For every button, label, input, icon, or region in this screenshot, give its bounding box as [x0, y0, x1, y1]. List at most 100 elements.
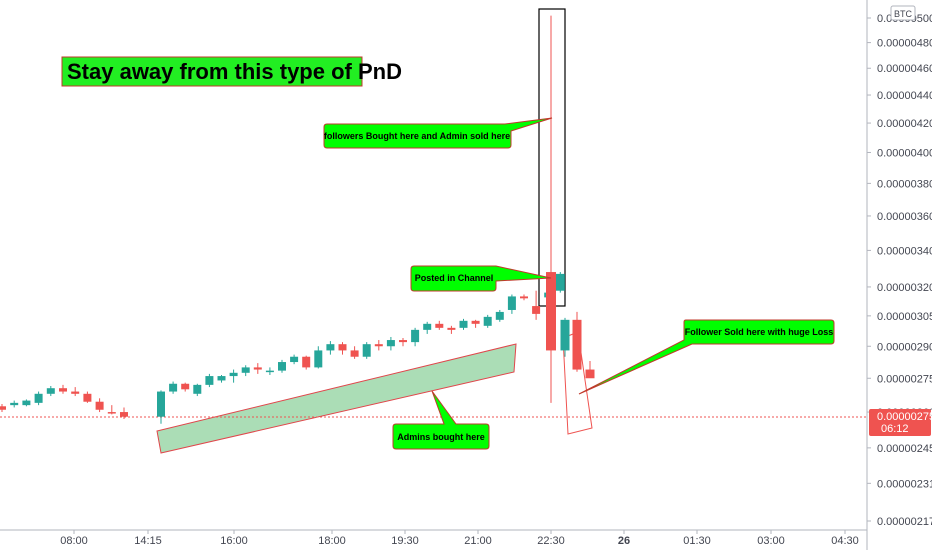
candle-body	[22, 400, 31, 406]
candle-body	[555, 273, 565, 291]
y-tick-label: 0.00000340	[877, 245, 932, 257]
candle-body	[411, 329, 420, 343]
candle-body	[10, 402, 19, 406]
x-tick-label: 26	[618, 535, 630, 547]
callout-admins-bought: Admins bought here	[392, 390, 490, 450]
candle	[241, 365, 250, 377]
price-label-value: 0.00000275	[877, 411, 932, 423]
y-tick-label: 0.00000420	[877, 118, 932, 130]
currency-badge-bg	[890, 5, 916, 21]
candle	[314, 346, 323, 369]
candle	[411, 327, 420, 347]
y-tick-label: 0.00000275	[877, 373, 932, 385]
callout-admins-bought-text: Admins bought here	[397, 432, 485, 442]
candle-body	[229, 372, 238, 377]
candle-body	[34, 393, 43, 403]
candle	[229, 369, 238, 383]
chart-title: Stay away from this type of PnD	[67, 59, 402, 84]
x-tick-label: 16:00	[220, 535, 248, 547]
candle-body	[205, 376, 214, 385]
y-tick-label: 0.00000380	[877, 178, 932, 190]
title-box-bg	[61, 56, 363, 87]
currency-badge-text: BTC	[894, 9, 913, 19]
callout-follower-sold-text: Follower Sold here with huge Loss	[685, 327, 834, 337]
candle-body	[71, 391, 80, 394]
x-tick-label: 18:00	[318, 535, 346, 547]
x-tick-label: 03:00	[757, 535, 785, 547]
candle	[95, 398, 104, 413]
candle-body	[83, 393, 92, 402]
y-tick-labels: 0.000002170.000002310.000002450.00000260…	[867, 13, 932, 528]
y-tick-label: 0.00000480	[877, 38, 932, 50]
candle	[120, 407, 128, 420]
candle-body	[59, 388, 67, 392]
x-tick-labels: 08:00 14:15 16:00 18:00 19:30 21:00 22:30 26 01:…	[60, 530, 859, 547]
candle-body	[326, 344, 335, 351]
x-tick-label: 22:30	[537, 535, 565, 547]
candle	[34, 391, 43, 406]
candle	[447, 325, 456, 334]
candle-body	[157, 391, 165, 417]
candle	[265, 367, 274, 375]
candle	[471, 319, 480, 328]
admins-buy-channel	[156, 343, 517, 454]
candle-body	[169, 383, 178, 392]
currency-badge[interactable]: BTC	[890, 5, 916, 21]
candle-body	[120, 412, 128, 417]
y-tick-label: 0.00000217	[877, 516, 932, 528]
candle	[459, 318, 468, 330]
candle	[302, 355, 311, 370]
candle	[585, 360, 595, 379]
callout-followers-bought-bubble	[323, 117, 553, 149]
candle-body	[520, 296, 528, 299]
price-label-countdown: 06:12	[881, 423, 909, 435]
candle-body	[350, 350, 359, 357]
candle-body	[107, 412, 116, 414]
candle-body	[560, 319, 570, 351]
candle-body	[459, 320, 468, 328]
candle	[169, 381, 178, 394]
candle	[483, 314, 492, 328]
candle	[217, 374, 226, 383]
callout-posted-channel: Posted in Channel	[410, 265, 552, 292]
candle	[205, 373, 214, 388]
y-axis-panel	[867, 0, 932, 550]
callout-follower-sold-bubble	[578, 319, 835, 395]
candle	[83, 391, 92, 403]
candle-body	[572, 319, 582, 370]
candle	[0, 404, 6, 413]
candle-body	[471, 320, 480, 324]
candle	[181, 382, 190, 392]
x-tick-label: 19:30	[391, 535, 419, 547]
candle-body	[302, 356, 311, 368]
y-tick-label: 0.00000400	[877, 147, 932, 159]
candle-body	[241, 367, 250, 373]
candle-body	[46, 388, 55, 394]
y-tick-label: 0.00000290	[877, 341, 932, 353]
candle	[46, 385, 55, 397]
y-tick-label: 0.00000245	[877, 443, 932, 455]
candle-body	[278, 362, 286, 371]
candle	[107, 405, 116, 415]
candle	[572, 311, 582, 372]
y-tick-label: 0.00000460	[877, 63, 932, 75]
candle	[278, 359, 286, 373]
candle	[71, 387, 80, 397]
candle-body	[290, 356, 299, 363]
candle	[59, 384, 67, 394]
pump-spike-box	[538, 8, 566, 307]
candle	[507, 294, 516, 314]
y-tick-label: 0.00000360	[877, 211, 932, 223]
y-tick-label: 0.00000440	[877, 90, 932, 102]
candle-body	[546, 272, 556, 351]
candle-body	[95, 401, 104, 410]
callout-follower-sold: Follower Sold here with huge Loss	[578, 319, 835, 395]
x-tick-label: 01:30	[683, 535, 711, 547]
candle-body	[0, 406, 6, 410]
y-tick-label: 0.00000305	[877, 311, 932, 323]
candle-body	[435, 323, 444, 328]
candle	[350, 346, 359, 359]
candle	[22, 399, 31, 407]
